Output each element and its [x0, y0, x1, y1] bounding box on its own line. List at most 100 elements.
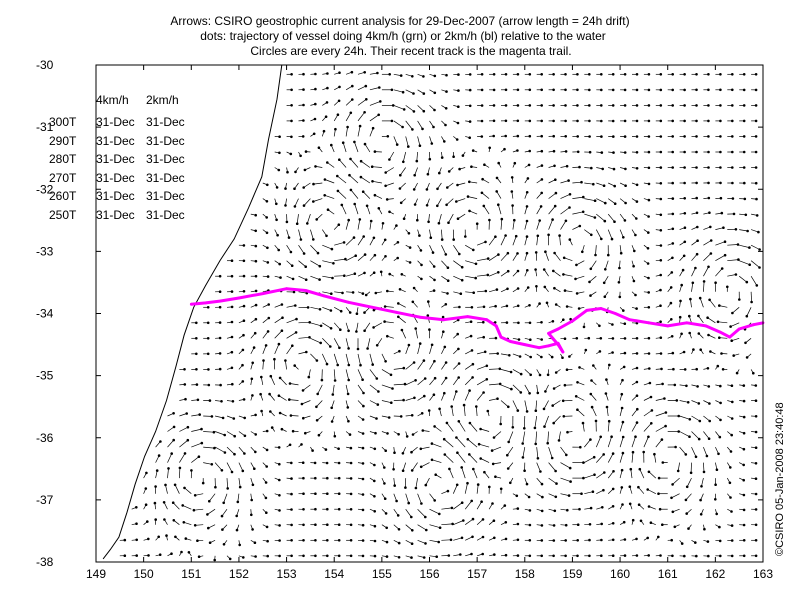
- arrow-head: [671, 351, 675, 355]
- arrow-head: [528, 73, 532, 76]
- current-arrow: [270, 376, 276, 386]
- current-arrows: [119, 70, 761, 562]
- arrow-head: [588, 88, 591, 92]
- arrow-head: [460, 278, 464, 282]
- arrow-head: [692, 348, 695, 351]
- arrow-head: [284, 187, 287, 190]
- arrow-head: [444, 123, 447, 127]
- arrow-head: [604, 201, 607, 205]
- arrow-head: [238, 485, 242, 489]
- arrow-head: [352, 236, 356, 239]
- arrow-head: [623, 135, 627, 138]
- arrow-head: [683, 226, 687, 229]
- arrow-head: [293, 205, 297, 208]
- current-arrow: [334, 306, 342, 312]
- arrow-head: [242, 244, 246, 247]
- arrow-head: [492, 104, 496, 107]
- arrow-head: [228, 557, 232, 561]
- arrow-head: [635, 554, 639, 557]
- arrow-head: [347, 363, 351, 367]
- legend-header: 4km/h 2km/h: [96, 91, 206, 109]
- arrow-head: [748, 246, 751, 249]
- arrow-head: [337, 507, 341, 511]
- arrow-head: [293, 364, 297, 367]
- arrow-head: [754, 430, 758, 434]
- arrow-head: [621, 420, 625, 424]
- current-arrow: [679, 400, 689, 403]
- arrow-head: [569, 480, 572, 483]
- current-arrow: [421, 462, 430, 468]
- arrow-head: [455, 138, 459, 141]
- arrow-head: [611, 452, 615, 455]
- arrow-head: [457, 347, 460, 351]
- current-arrow: [643, 436, 649, 448]
- arrow-head: [195, 383, 199, 386]
- arrow-head: [471, 362, 475, 366]
- chart-title: Arrows: CSIRO geostrophic current analys…: [0, 14, 800, 59]
- arrow-head: [266, 261, 270, 264]
- arrow-head: [536, 234, 540, 238]
- current-arrow: [322, 338, 331, 347]
- arrow-head: [540, 539, 544, 542]
- arrow-head: [231, 400, 235, 403]
- arrow-head: [220, 514, 224, 518]
- current-arrow: [488, 236, 496, 246]
- arrow-head: [243, 434, 247, 438]
- arrow-head: [671, 73, 674, 76]
- current-arrow: [405, 493, 410, 504]
- arrow-head: [405, 435, 409, 438]
- current-arrow: [191, 456, 200, 463]
- arrow-head: [748, 263, 751, 267]
- arrow-head: [300, 402, 304, 406]
- current-arrow: [453, 537, 463, 541]
- arrow-head: [650, 422, 653, 425]
- arrow-head: [373, 479, 376, 483]
- arrow-head: [481, 177, 484, 181]
- arrow-head: [266, 246, 269, 250]
- arrow-head: [268, 392, 271, 396]
- track-point: [718, 330, 722, 334]
- arrow-head: [707, 265, 710, 269]
- arrow-head: [336, 174, 339, 178]
- arrow-head: [525, 235, 529, 238]
- current-arrow: [584, 474, 595, 479]
- arrow-head: [288, 382, 292, 385]
- arrow-head: [482, 204, 486, 208]
- current-arrow: [535, 252, 538, 261]
- legend-date-2kmh: 31-Dec: [146, 170, 185, 185]
- current-arrow: [469, 181, 478, 184]
- arrow-head: [326, 86, 329, 90]
- x-tick-label: 151: [181, 567, 201, 581]
- arrow-head: [689, 297, 692, 301]
- arrow-head: [535, 285, 538, 288]
- arrow-head: [284, 204, 287, 207]
- current-arrow: [698, 315, 704, 324]
- current-arrow: [584, 439, 591, 448]
- current-arrow: [417, 378, 426, 386]
- current-arrow: [286, 345, 293, 355]
- arrow-head: [355, 312, 359, 316]
- current-arrow: [345, 237, 355, 246]
- arrow-head: [497, 161, 501, 165]
- current-arrow: [298, 275, 307, 281]
- arrow-head: [254, 274, 258, 278]
- arrow-head: [565, 368, 569, 372]
- arrow-head: [336, 113, 340, 116]
- arrow-head: [623, 88, 627, 92]
- current-arrow: [183, 521, 192, 526]
- current-arrow: [703, 281, 705, 292]
- current-arrow: [405, 344, 410, 355]
- arrow-head: [563, 383, 567, 387]
- current-arrow: [313, 198, 323, 202]
- arrow-head: [420, 277, 423, 281]
- current-arrow: [572, 211, 584, 215]
- current-arrow: [746, 307, 752, 317]
- current-arrow: [639, 469, 645, 479]
- arrow-head: [526, 269, 529, 272]
- arrow-head: [540, 134, 543, 138]
- track-point: [547, 332, 550, 335]
- arrow-head: [730, 339, 733, 343]
- arrow-head: [338, 158, 341, 161]
- current-arrow: [715, 254, 726, 262]
- arrow-head: [730, 539, 734, 542]
